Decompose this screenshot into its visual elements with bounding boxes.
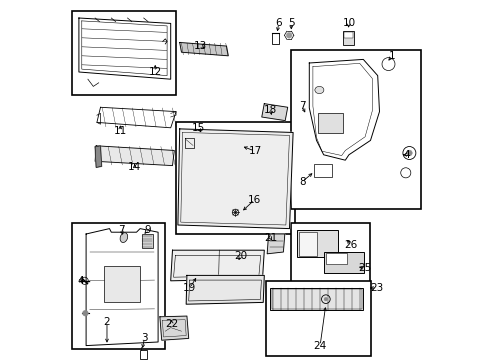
Bar	[272, 33, 278, 44]
Ellipse shape	[314, 86, 323, 94]
Ellipse shape	[120, 233, 127, 243]
Text: 4: 4	[403, 150, 409, 160]
Bar	[140, 350, 146, 359]
Polygon shape	[261, 104, 287, 121]
Bar	[324, 252, 363, 273]
Text: 21: 21	[263, 233, 277, 243]
Text: 26: 26	[344, 240, 357, 250]
Bar	[343, 32, 352, 38]
Text: 9: 9	[143, 225, 150, 235]
Text: 7: 7	[118, 225, 124, 235]
Bar	[72, 11, 176, 95]
Bar	[291, 50, 420, 209]
Bar	[296, 230, 337, 257]
Bar	[318, 113, 342, 133]
Text: 4: 4	[77, 276, 83, 286]
Bar	[271, 289, 361, 309]
Bar	[72, 223, 165, 349]
Polygon shape	[95, 146, 174, 166]
Text: 11: 11	[113, 126, 127, 136]
Text: 25: 25	[358, 263, 371, 273]
Polygon shape	[266, 234, 284, 254]
Text: 23: 23	[369, 283, 383, 293]
Text: 1: 1	[388, 51, 395, 61]
Polygon shape	[160, 316, 188, 340]
Text: 19: 19	[183, 283, 196, 293]
Circle shape	[406, 150, 411, 156]
Text: 15: 15	[191, 123, 204, 133]
Text: 12: 12	[148, 67, 162, 77]
Text: 24: 24	[313, 341, 326, 351]
Bar	[270, 288, 363, 310]
Text: 10: 10	[342, 18, 355, 28]
Text: 18: 18	[264, 105, 277, 115]
Text: 14: 14	[128, 162, 141, 172]
Circle shape	[285, 32, 291, 38]
Bar	[342, 31, 353, 45]
Polygon shape	[170, 250, 264, 281]
Bar	[176, 122, 294, 234]
Text: 17: 17	[248, 146, 262, 156]
Polygon shape	[179, 42, 228, 56]
Bar	[142, 234, 152, 248]
Text: 13: 13	[194, 41, 207, 51]
Text: 3: 3	[141, 333, 147, 343]
Polygon shape	[186, 275, 264, 304]
Text: 5: 5	[287, 18, 294, 28]
Polygon shape	[95, 146, 102, 167]
Polygon shape	[178, 129, 292, 229]
Text: 6: 6	[275, 18, 282, 28]
Bar	[104, 266, 140, 302]
Text: 7: 7	[298, 101, 305, 111]
Bar	[325, 253, 347, 264]
Circle shape	[324, 297, 327, 301]
Text: 2: 2	[103, 317, 110, 327]
Text: 8: 8	[298, 177, 305, 187]
Text: 20: 20	[234, 251, 247, 261]
Bar	[291, 223, 370, 313]
Text: 16: 16	[247, 195, 261, 205]
Circle shape	[82, 310, 88, 316]
Bar	[265, 281, 370, 356]
Bar	[298, 232, 316, 256]
Text: 22: 22	[165, 319, 178, 329]
Bar	[313, 164, 331, 177]
